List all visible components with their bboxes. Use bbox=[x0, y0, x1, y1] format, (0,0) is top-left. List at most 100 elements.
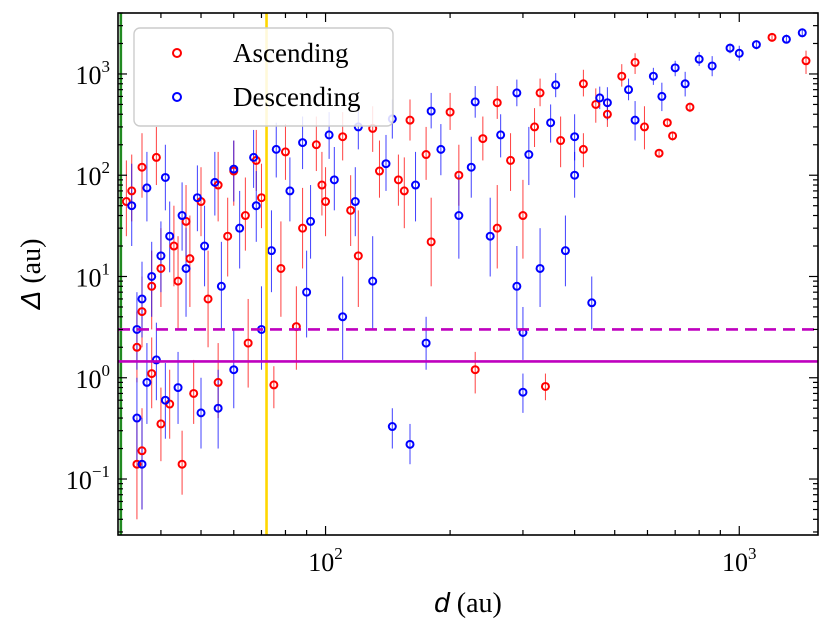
legend-marker-descending bbox=[172, 92, 182, 102]
ascending-point-54 bbox=[203, 294, 213, 304]
ascending-point-56 bbox=[240, 211, 250, 221]
descending-point-54 bbox=[142, 183, 152, 193]
ascending-point-31 bbox=[156, 263, 166, 273]
descending-point-63 bbox=[306, 216, 316, 226]
descending-point-22 bbox=[338, 312, 348, 322]
ascending-point-53 bbox=[185, 254, 195, 264]
legend-label-descending: Descending bbox=[233, 82, 360, 112]
descending-point-56 bbox=[181, 263, 191, 273]
y-tick-label-0.1: 10−1 bbox=[66, 462, 110, 495]
ascending-point-6 bbox=[630, 57, 640, 67]
ascending-point-14 bbox=[393, 175, 403, 185]
ascending-point-45 bbox=[535, 88, 545, 98]
descending-point-15 bbox=[485, 231, 495, 241]
ascending-point-27 bbox=[132, 459, 142, 469]
ascending-point-32 bbox=[169, 241, 179, 251]
ascending-point-44 bbox=[492, 98, 502, 108]
descending-point-6 bbox=[648, 71, 658, 81]
axis-ticks bbox=[118, 12, 818, 535]
descending-point-67 bbox=[411, 180, 421, 190]
ascending-point-11 bbox=[492, 223, 502, 233]
descending-point-57 bbox=[200, 241, 210, 251]
ascending-point-59 bbox=[298, 223, 308, 233]
ascending-point-15 bbox=[353, 251, 363, 261]
ascending-point-21 bbox=[189, 388, 199, 398]
descending-point-35 bbox=[137, 294, 147, 304]
y-tick-label-1000: 103 bbox=[76, 57, 111, 90]
ascending-point-16 bbox=[321, 197, 331, 207]
descending-point-72 bbox=[546, 118, 556, 128]
legend: Ascending Descending bbox=[133, 27, 394, 127]
ascending-point-68 bbox=[530, 122, 540, 132]
descending-point-55 bbox=[160, 172, 170, 182]
ascending-point-26 bbox=[137, 446, 147, 456]
descending-point-26 bbox=[213, 403, 223, 413]
descending-point-2 bbox=[751, 40, 761, 50]
ascending-point-55 bbox=[223, 231, 233, 241]
descending-point-32 bbox=[137, 459, 147, 469]
descending-point-39 bbox=[177, 211, 187, 221]
descending-point-44 bbox=[271, 144, 281, 154]
descending-point-60 bbox=[251, 201, 261, 211]
descending-point-59 bbox=[235, 223, 245, 233]
descending-point-78 bbox=[707, 61, 717, 71]
y-tick-label-10: 101 bbox=[76, 259, 111, 292]
descending-point-1 bbox=[781, 34, 791, 44]
descending-point-33 bbox=[132, 413, 142, 423]
ascending-point-49 bbox=[127, 186, 137, 196]
ascending-point-5 bbox=[654, 148, 664, 158]
ascending-point-50 bbox=[137, 162, 147, 172]
descending-point-62 bbox=[285, 186, 295, 196]
descending-point-7 bbox=[624, 85, 634, 95]
ascending-point-64 bbox=[421, 150, 431, 160]
descending-point-52 bbox=[551, 80, 561, 90]
descending-point-19 bbox=[587, 298, 597, 308]
ascending-point-13 bbox=[426, 237, 436, 247]
descending-point-23 bbox=[302, 287, 312, 297]
descending-point-5 bbox=[670, 63, 680, 73]
descending-point-75 bbox=[630, 115, 640, 125]
descending-point-31 bbox=[142, 377, 152, 387]
descending-point-18 bbox=[421, 338, 431, 348]
descending-point-51 bbox=[512, 88, 522, 98]
descending-point-0 bbox=[797, 28, 807, 38]
ascending-point-8 bbox=[578, 144, 588, 154]
descending-point-17 bbox=[387, 422, 397, 432]
descending-point-21 bbox=[368, 276, 378, 286]
x-axis-label: d (au) bbox=[434, 587, 502, 619]
descending-point-45 bbox=[298, 138, 308, 148]
descending-point-30 bbox=[151, 355, 161, 365]
ascending-point-42 bbox=[405, 115, 415, 125]
ascending-point-7 bbox=[602, 109, 612, 119]
legend-box bbox=[133, 27, 394, 127]
descending-point-20 bbox=[454, 211, 464, 221]
ascending-point-39 bbox=[311, 140, 321, 150]
y-axis-label: Δ (au) bbox=[15, 239, 47, 311]
ascending-point-46 bbox=[578, 79, 588, 89]
data-layer bbox=[121, 28, 811, 520]
descending-point-74 bbox=[602, 98, 612, 108]
descending-point-4 bbox=[694, 54, 704, 64]
descending-point-68 bbox=[436, 144, 446, 154]
descending-point-66 bbox=[381, 159, 391, 169]
descending-point-11 bbox=[535, 263, 545, 273]
ascending-point-48 bbox=[121, 197, 131, 207]
descending-point-12 bbox=[518, 387, 528, 397]
descending-point-70 bbox=[496, 130, 506, 140]
ascending-point-9 bbox=[540, 381, 550, 391]
descending-point-73 bbox=[570, 132, 580, 142]
x-tick-label-1000: 103 bbox=[722, 544, 757, 577]
ascending-point-51 bbox=[151, 152, 161, 162]
ascending-point-4 bbox=[662, 118, 672, 128]
descending-point-28 bbox=[173, 383, 183, 393]
descending-point-61 bbox=[266, 246, 276, 256]
ascending-point-12 bbox=[470, 365, 480, 375]
descending-point-37 bbox=[156, 251, 166, 261]
descending-point-42 bbox=[229, 164, 239, 174]
ascending-point-2 bbox=[685, 102, 695, 112]
ascending-point-18 bbox=[269, 380, 279, 390]
descending-point-8 bbox=[595, 93, 605, 103]
descending-point-36 bbox=[147, 271, 157, 281]
descending-point-64 bbox=[329, 175, 339, 185]
descending-point-71 bbox=[524, 150, 534, 160]
